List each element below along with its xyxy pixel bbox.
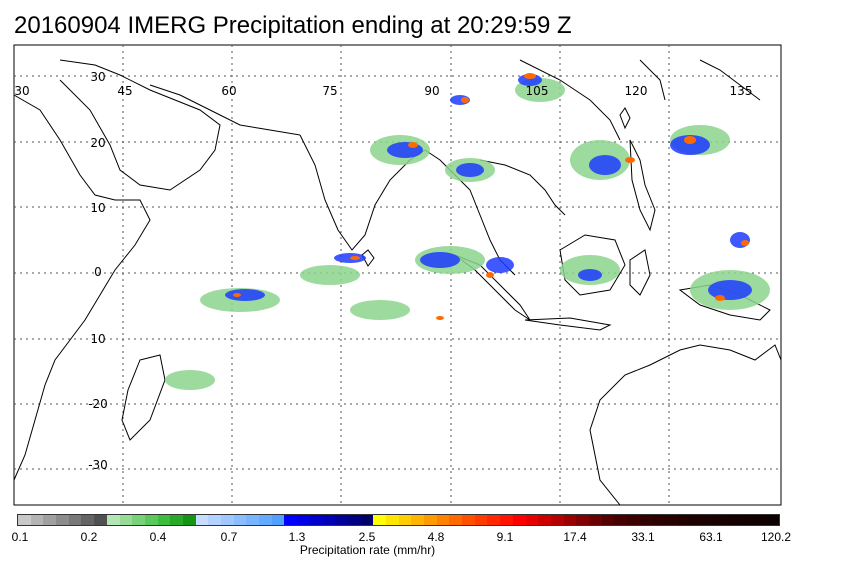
colorbar-swatch: [436, 515, 450, 525]
colorbar: [17, 514, 781, 526]
lon-label: 75: [322, 84, 337, 98]
colorbar-swatch: [119, 515, 133, 525]
colorbar-swatch: [297, 515, 310, 525]
lat-label: 20: [90, 136, 105, 150]
colorbar-swatch: [347, 515, 361, 525]
colorbar-swatch: [741, 515, 754, 525]
colorbar-swatch: [157, 515, 171, 525]
colorbar-swatch: [424, 515, 437, 525]
lat-label: 30: [90, 70, 105, 84]
lon-label: 45: [117, 84, 132, 98]
colorbar-swatch: [753, 515, 767, 525]
colorbar-title: Precipitation rate (mm/hr): [299, 543, 436, 557]
lat-label: 10: [90, 201, 105, 215]
colorbar-tick: 9.1: [496, 530, 514, 544]
colorbar-swatch: [30, 515, 44, 525]
colorbar-swatch: [563, 515, 577, 525]
colorbar-swatch: [703, 515, 716, 525]
lon-label: 90: [424, 84, 439, 98]
colorbar-tick: 17.4: [563, 530, 587, 544]
colorbar-swatch: [322, 515, 336, 525]
colorbar-swatch: [639, 515, 653, 525]
colorbar-swatch: [550, 515, 564, 525]
colorbar-tick: 63.1: [699, 530, 723, 544]
colorbar-swatch: [221, 515, 234, 525]
colorbar-swatch: [132, 515, 145, 525]
colorbar-swatch: [715, 515, 729, 525]
colorbar-swatch: [512, 515, 526, 525]
coastlines: [13, 59, 782, 506]
colorbar-swatch: [601, 515, 615, 525]
colorbar-swatch: [500, 515, 513, 525]
lon-label: 120: [625, 84, 648, 98]
colorbar-swatch: [462, 515, 475, 525]
colorbar-tick-labels: 0.1 0.2 0.4 0.7 1.3 2.5 4.8 9.1 17.4 33.…: [0, 530, 865, 544]
colorbar-swatch: [665, 515, 678, 525]
colorbar-swatch: [259, 515, 272, 525]
colorbar-swatch: [627, 515, 640, 525]
lon-label: 105: [526, 84, 549, 98]
lon-label: 30: [14, 84, 29, 98]
colorbar-swatch: [728, 515, 742, 525]
colorbar-tick: 120.2: [760, 530, 792, 544]
colorbar-swatch: [271, 515, 285, 525]
colorbar-swatch: [182, 515, 196, 525]
colorbar-tick: 0.4: [149, 530, 167, 544]
lat-label: 10: [90, 332, 105, 346]
colorbar-swatch: [56, 515, 69, 525]
colorbar-swatch: [525, 515, 539, 525]
colorbar-swatch: [309, 515, 323, 525]
colorbar-swatch: [144, 515, 158, 525]
lat-label: 0: [94, 265, 102, 279]
longitude-labels: 30 45 60 75 90 105 120 135: [14, 84, 752, 98]
colorbar-swatch: [677, 515, 691, 525]
colorbar-swatch: [284, 515, 298, 525]
colorbar-swatch: [43, 515, 57, 525]
colorbar-swatch: [588, 515, 602, 525]
colorbar-swatch: [170, 515, 183, 525]
colorbar-swatch: [18, 515, 31, 525]
colorbar-swatch: [246, 515, 260, 525]
lat-label: -20: [88, 397, 108, 411]
colorbar-swatch: [474, 515, 488, 525]
colorbar-swatch: [106, 515, 120, 525]
lon-label: 60: [221, 84, 236, 98]
colorbar-tick: 1.3: [288, 530, 306, 544]
colorbar-swatch: [576, 515, 589, 525]
heavy-precip: [233, 73, 749, 320]
colorbar-swatch: [81, 515, 95, 525]
colorbar-swatch: [335, 515, 348, 525]
colorbar-tick: 0.2: [80, 530, 98, 544]
colorbar-swatch: [538, 515, 551, 525]
map-title: 20160904 IMERG Precipitation ending at 2…: [14, 12, 572, 39]
lon-label: 135: [730, 84, 753, 98]
colorbar-swatch: [373, 515, 386, 525]
colorbar-swatch: [385, 515, 399, 525]
colorbar-swatch: [766, 515, 780, 525]
colorbar-swatch: [652, 515, 666, 525]
colorbar-swatch: [233, 515, 247, 525]
colorbar-swatch: [195, 515, 209, 525]
colorbar-swatch: [487, 515, 501, 525]
colorbar-swatch: [360, 515, 374, 525]
lat-label: -30: [88, 458, 108, 472]
colorbar-swatch: [411, 515, 424, 525]
latitude-labels: 30 20 10 0 10 -20 -30: [88, 70, 108, 472]
precipitation-field: [165, 73, 770, 390]
colorbar-swatch: [614, 515, 627, 525]
colorbar-tick: 2.5: [358, 530, 376, 544]
colorbar-swatch: [690, 515, 704, 525]
colorbar-swatch: [208, 515, 221, 525]
map-frame: [13, 44, 782, 506]
colorbar-tick: 4.8: [427, 530, 445, 544]
colorbar-swatch: [94, 515, 107, 525]
colorbar-tick: 0.1: [11, 530, 29, 544]
colorbar-swatch: [449, 515, 463, 525]
colorbar-tick: 0.7: [220, 530, 238, 544]
moderate-precip: [225, 74, 752, 301]
colorbar-swatch: [68, 515, 82, 525]
colorbar-tick: 33.1: [631, 530, 655, 544]
colorbar-swatch: [398, 515, 412, 525]
